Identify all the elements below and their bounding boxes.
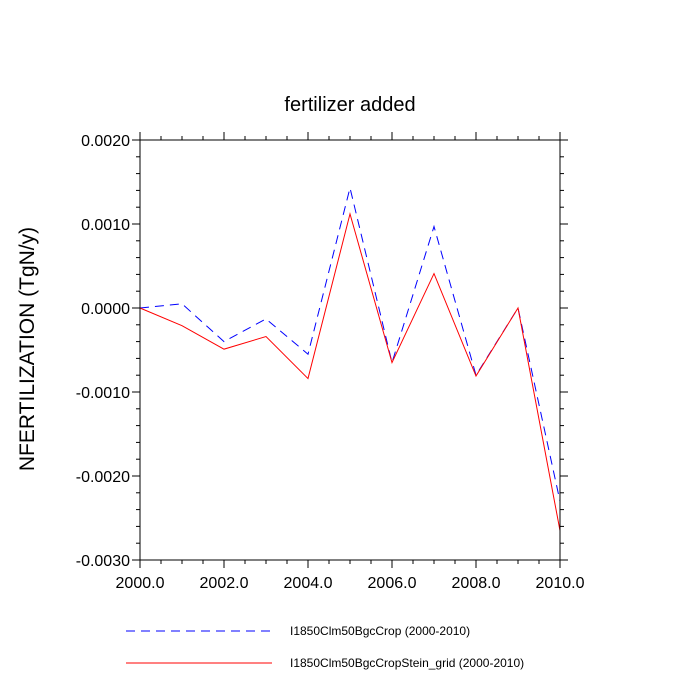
y-tick-label: 0.0020 [81,133,130,150]
series-layer [139,187,561,531]
x-tick-label: 2004.0 [284,575,333,592]
y-tick-label: 0.0010 [81,217,130,234]
x-tick-label: 2008.0 [452,575,501,592]
x-tick-label: 2000.0 [116,575,165,592]
y-tick-label: -0.0020 [76,469,130,486]
x-tick-label: 2006.0 [368,575,417,592]
y-axis-label: NFERTILIZATION (TgN/y) [16,227,39,471]
y-tick-label: -0.0030 [76,553,130,570]
plot-frame [139,139,561,561]
chart-title: fertilizer added [284,94,415,116]
y-tick-label: 0.0000 [81,301,130,318]
legend: I1850Clm50BgcCrop (2000-2010) I1850Clm50… [126,624,524,670]
tick-layer: 2000.0 2002.0 2004.0 2006.0 2008.0 2010.0 0.00… [76,132,585,592]
x-tick-label: 2002.0 [200,575,249,592]
legend-label-series-2: I1850Clm50BgcCropStein_grid (2000-2010) [290,656,524,670]
y-tick-label: -0.0010 [76,385,130,402]
x-tick-label: 2010.0 [536,575,585,592]
series-line-1 [139,187,561,502]
legend-label-series-1: I1850Clm50BgcCrop (2000-2010) [290,624,470,638]
series-line-2 [139,211,561,531]
